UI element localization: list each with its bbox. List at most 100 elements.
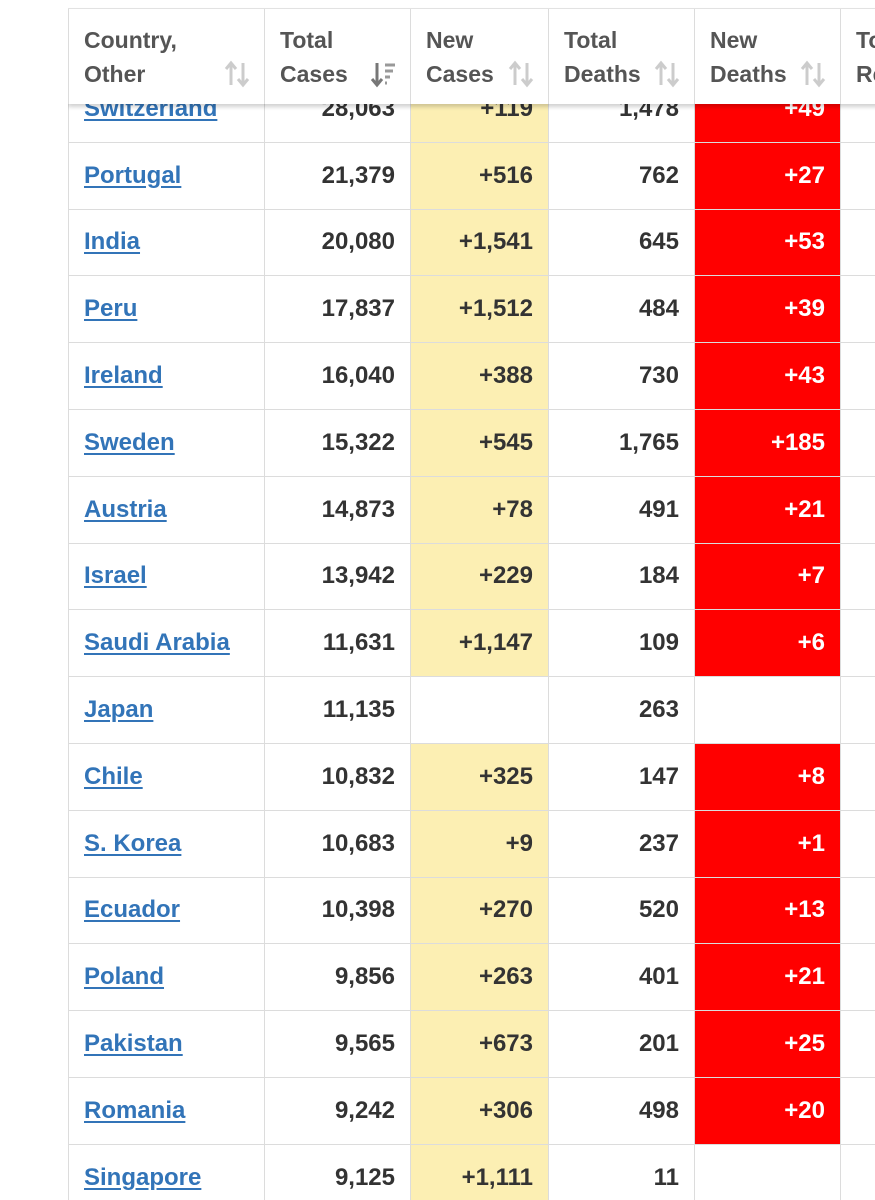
total-deaths-cell: 1,765 (548, 409, 694, 476)
country-link[interactable]: Ireland (84, 362, 163, 390)
country-link[interactable]: Singapore (84, 1163, 202, 1191)
total-cases-cell: 15,322 (264, 409, 410, 476)
table-row: Japan 11,135 263 (68, 677, 875, 744)
total-cases-value: 9,125 (334, 1163, 395, 1191)
new-cases-cell: +388 (410, 343, 548, 409)
country-cell: Poland (68, 944, 264, 1011)
total-deaths-value: 109 (638, 629, 679, 657)
total-deaths-cell: 484 (548, 276, 694, 343)
total-cases-value: 21,379 (321, 161, 395, 189)
table-row: S. Korea 10,683 +9 237 +1 (68, 810, 875, 878)
total-deaths-cell: 184 (548, 543, 694, 610)
total-deaths-cell: 147 (548, 743, 694, 810)
table-body: Switzerland 28,063 +119 1,478 +49 Portugal 21,… (68, 76, 875, 1200)
total-deaths-cell: 730 (548, 343, 694, 409)
column-header-new-deaths[interactable]: New Deaths (694, 9, 840, 104)
new-cases-cell: +306 (410, 1077, 548, 1144)
total-recovered-cell (840, 543, 875, 610)
total-cases-cell: 14,873 (264, 476, 410, 543)
new-cases-value: +516 (478, 161, 533, 189)
new-deaths-cell: +39 (694, 276, 840, 343)
column-header-total-cases[interactable]: Total Cases (264, 9, 410, 104)
new-cases-value: +545 (478, 428, 533, 456)
sort-arrows-icon[interactable] (654, 59, 680, 89)
new-cases-value: +263 (478, 963, 533, 991)
total-recovered-cell (840, 1011, 875, 1077)
country-link[interactable]: Saudi Arabia (84, 629, 230, 657)
total-cases-cell: 10,398 (264, 877, 410, 944)
total-cases-value: 9,856 (334, 963, 395, 991)
country-link[interactable]: Poland (84, 963, 165, 991)
total-recovered-cell (840, 677, 875, 743)
new-cases-cell: +9 (410, 810, 548, 877)
country-link[interactable]: Pakistan (84, 1030, 183, 1058)
new-deaths-value: +8 (797, 762, 825, 790)
country-link[interactable]: Portugal (84, 161, 182, 189)
new-cases-cell: +673 (410, 1011, 548, 1077)
country-link[interactable]: Austria (84, 495, 167, 523)
total-cases-value: 14,873 (321, 495, 395, 523)
sort-arrows-icon[interactable] (800, 59, 826, 89)
new-deaths-cell: +185 (694, 409, 840, 476)
total-cases-cell: 9,125 (264, 1144, 410, 1200)
new-deaths-cell (694, 1144, 840, 1200)
table-row: Poland 9,856 +263 401 +21 (68, 944, 875, 1012)
country-cell: India (68, 209, 264, 276)
total-recovered-cell (840, 476, 875, 543)
total-recovered-cell (840, 1077, 875, 1144)
total-deaths-cell: 201 (548, 1011, 694, 1077)
new-deaths-value: +1 (797, 829, 825, 857)
sort-arrows-icon[interactable] (508, 59, 534, 89)
new-cases-cell: +229 (410, 543, 548, 610)
total-cases-value: 15,322 (321, 428, 395, 456)
total-deaths-cell: 109 (548, 610, 694, 677)
total-cases-value: 10,832 (321, 762, 395, 790)
country-cell: Saudi Arabia (68, 610, 264, 677)
total-recovered-cell (840, 810, 875, 877)
new-cases-cell: +545 (410, 409, 548, 476)
country-cell: S. Korea (68, 810, 264, 877)
new-deaths-cell: +7 (694, 543, 840, 610)
covid-stats-table: Switzerland 28,063 +119 1,478 +49 Portugal 21,… (68, 0, 875, 1200)
column-header-total-deaths[interactable]: Total Deaths (548, 9, 694, 104)
country-cell: Ecuador (68, 877, 264, 944)
country-link[interactable]: S. Korea (84, 829, 182, 857)
total-deaths-cell: 762 (548, 142, 694, 209)
sort-descending-icon[interactable] (370, 59, 396, 89)
new-cases-value: +306 (478, 1096, 533, 1124)
column-header-total-recovered[interactable]: To Re (840, 9, 875, 104)
new-deaths-cell: +20 (694, 1077, 840, 1144)
total-deaths-value: 498 (638, 1096, 679, 1124)
new-deaths-cell: +1 (694, 810, 840, 877)
country-link[interactable]: India (84, 228, 141, 256)
total-recovered-cell (840, 76, 875, 142)
total-cases-value: 17,837 (321, 295, 395, 323)
column-header-new-cases[interactable]: New Cases (410, 9, 548, 104)
new-cases-cell: +1,147 (410, 610, 548, 677)
new-cases-cell: +78 (410, 476, 548, 543)
country-cell: Japan (68, 677, 264, 743)
new-deaths-value: +25 (784, 1030, 825, 1058)
country-link[interactable]: Ecuador (84, 896, 181, 924)
new-deaths-cell: +25 (694, 1011, 840, 1077)
new-deaths-cell: +21 (694, 476, 840, 543)
country-link[interactable]: Sweden (84, 428, 175, 456)
new-cases-cell: +1,541 (410, 209, 548, 276)
sort-arrows-icon[interactable] (224, 59, 250, 89)
country-link[interactable]: Peru (84, 295, 138, 323)
country-link[interactable]: Japan (84, 696, 154, 724)
total-deaths-cell: 645 (548, 209, 694, 276)
country-cell: Pakistan (68, 1011, 264, 1077)
total-deaths-value: 237 (638, 829, 679, 857)
country-link[interactable]: Romania (84, 1096, 186, 1124)
total-deaths-value: 730 (638, 362, 679, 390)
new-cases-cell: +1,111 (410, 1144, 548, 1200)
country-cell: Ireland (68, 343, 264, 409)
new-cases-value: +1,512 (458, 295, 533, 323)
new-cases-value: +9 (505, 829, 533, 857)
total-cases-cell: 9,565 (264, 1011, 410, 1077)
column-header-country[interactable]: Country, Other (68, 9, 264, 104)
total-recovered-cell (840, 209, 875, 276)
country-link[interactable]: Israel (84, 562, 147, 590)
country-link[interactable]: Chile (84, 762, 143, 790)
